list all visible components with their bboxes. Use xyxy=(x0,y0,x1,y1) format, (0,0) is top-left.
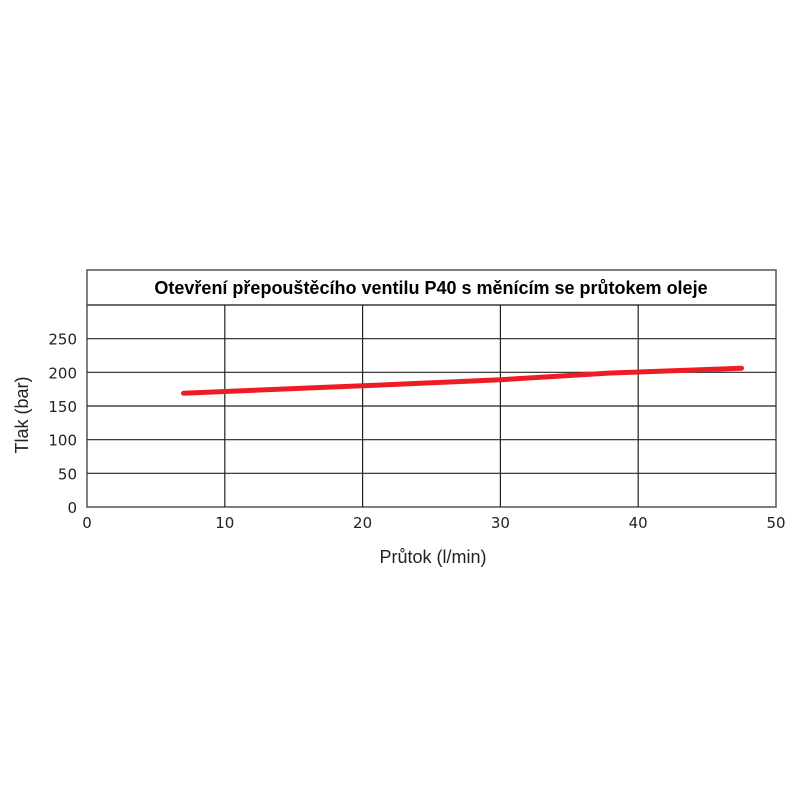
x-tick-label: 20 xyxy=(353,514,372,532)
x-tick-label: 30 xyxy=(491,514,510,532)
x-tick-label: 10 xyxy=(215,514,234,532)
x-tick-label: 50 xyxy=(766,514,785,532)
y-tick-label: 50 xyxy=(58,465,77,483)
y-tick-label: 250 xyxy=(48,331,77,349)
y-axis-label: Tlak (bar) xyxy=(12,376,32,453)
chart-title: Otevření přepouštěcího ventilu P40 s měn… xyxy=(154,278,707,298)
x-axis-label: Průtok (l/min) xyxy=(379,547,486,567)
y-tick-label: 150 xyxy=(48,398,77,416)
x-tick-label: 0 xyxy=(82,514,92,532)
y-tick-label: 100 xyxy=(48,432,77,450)
x-tick-label: 40 xyxy=(629,514,648,532)
series-line xyxy=(180,365,745,396)
title-box xyxy=(86,269,777,306)
y-tick-label: 200 xyxy=(48,364,77,382)
y-tick-label: 0 xyxy=(67,499,77,517)
